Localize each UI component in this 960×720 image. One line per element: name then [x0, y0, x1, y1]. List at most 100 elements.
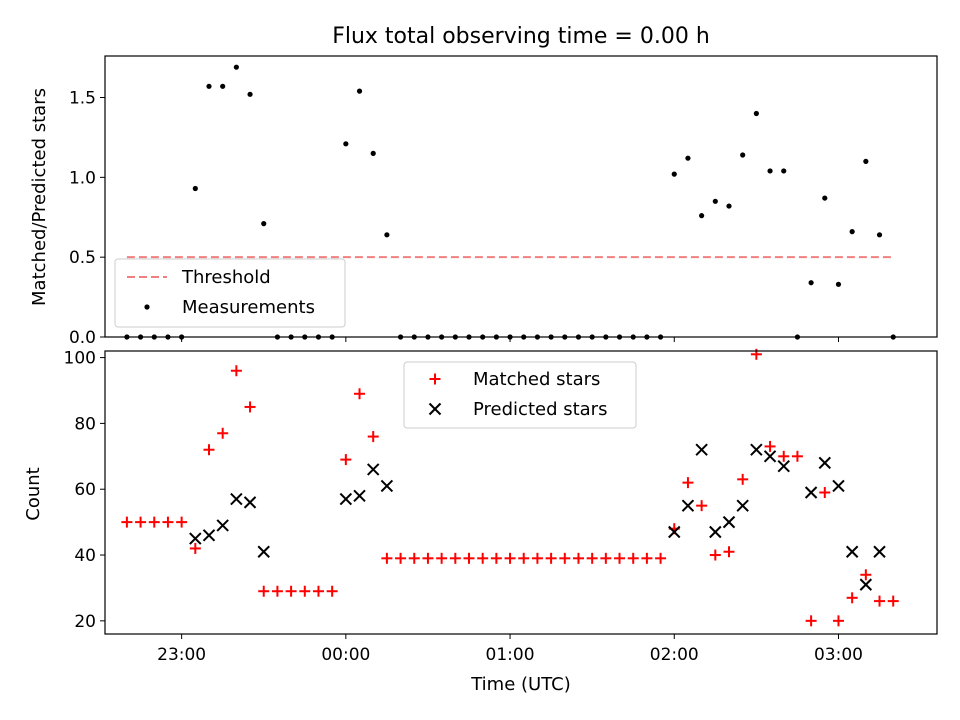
matched-star-point [860, 569, 872, 581]
matched-star-point [572, 552, 584, 564]
matched-star-point [135, 516, 147, 528]
matched-star-point [203, 444, 215, 456]
predicted-star-point [873, 545, 886, 558]
matched-star-point [312, 585, 324, 597]
matched-star-point [559, 552, 571, 564]
matched-star-point [422, 552, 434, 564]
matched-star-point [148, 516, 160, 528]
legend-matched-marker [429, 373, 441, 385]
matched-star-point [723, 546, 735, 558]
matched-star-point [614, 552, 626, 564]
matched-star-point [545, 552, 557, 564]
top-panel: Flux total observing time = 0.00 h Match… [29, 24, 938, 348]
predicted-star-point [257, 545, 270, 558]
bottom-axes-frame [104, 350, 938, 635]
bottom-ytick-label: 40 [74, 546, 96, 566]
measurement-point [233, 64, 239, 70]
measurement-point [343, 141, 349, 147]
measurement-point [261, 221, 267, 227]
measurement-point [685, 155, 691, 161]
top-ytick-label: 0.0 [69, 328, 96, 348]
top-y-axis-label: Matched/Predicted stars [29, 88, 50, 306]
bottom-x-axis: 23:00 00:00 01:00 02:00 03:00 [157, 634, 863, 665]
measurement-point [863, 158, 869, 164]
matched-star-point [271, 585, 283, 597]
predicted-star-point [339, 492, 353, 506]
predicted-star-point [681, 499, 695, 512]
predicted-star-point [216, 519, 229, 532]
top-axes-frame [104, 55, 938, 338]
predicted-star-point [736, 499, 749, 512]
bottom-xtick-label: 02:00 [650, 645, 699, 665]
top-y-axis: 0.0 0.5 1.0 1.5 [69, 89, 105, 348]
measurement-point [671, 171, 677, 177]
matched-star-point [463, 552, 475, 564]
predicted-star-point [804, 486, 818, 499]
matched-star-point [326, 585, 338, 597]
predicted-star-point [367, 463, 380, 476]
predicted-star-point [832, 479, 845, 493]
matched-star-point [408, 552, 420, 564]
measurement-point [753, 110, 759, 117]
matched-star-point [367, 431, 379, 443]
matched-star-point [449, 552, 461, 564]
measurement-point [876, 232, 883, 238]
matched-star-point [709, 549, 721, 561]
matched-star-point [832, 615, 844, 627]
matched-star-point [682, 477, 694, 489]
matched-star-point [244, 401, 256, 413]
measurement-point [767, 168, 773, 174]
matched-star-point [395, 552, 407, 564]
measurement-point [247, 91, 253, 97]
predicted-star-point [380, 479, 394, 493]
measurement-point [384, 232, 390, 238]
matched-star-point [805, 615, 817, 627]
predicted-star-point [763, 450, 777, 463]
matched-star-point [162, 516, 174, 528]
matched-star-point [490, 552, 502, 564]
matched-star-point [121, 516, 133, 528]
bottom-xtick-label: 01:00 [486, 645, 535, 665]
matched-star-point [791, 450, 803, 462]
bottom-ytick-label: 60 [74, 480, 96, 500]
legend-threshold-label: Threshold [181, 267, 271, 288]
matched-star-point [531, 552, 543, 564]
matched-star-point [381, 552, 393, 564]
predicted-star-point [202, 529, 216, 542]
legend-measurements-marker [144, 304, 150, 310]
legend-matched-glyph [429, 373, 441, 385]
legend-matched-label: Matched stars [473, 369, 600, 390]
top-legend-box [114, 258, 346, 328]
bottom-legend: Matched stars Predicted stars [403, 361, 637, 429]
top-ytick-label: 1.0 [69, 168, 96, 188]
bottom-y-axis: 20 40 60 80 100 [64, 349, 105, 632]
bottom-legend-box [403, 361, 637, 429]
legend-predicted-label: Predicted stars [473, 399, 607, 420]
bottom-ytick-label: 100 [64, 349, 96, 369]
bottom-y-axis-label: Count [23, 467, 44, 520]
measurement-point [220, 83, 226, 89]
matched-star-point [874, 595, 886, 607]
matched-star-point [655, 552, 667, 564]
predicted-star-point [722, 515, 736, 529]
predicted-star-point [777, 459, 790, 473]
matched-star-point [764, 440, 776, 452]
measurement-point [781, 168, 787, 174]
matched-star-point [846, 592, 858, 604]
matched-star-point [819, 487, 831, 498]
legend-predicted-marker [428, 402, 442, 416]
matched-star-point [176, 516, 188, 528]
matched-star-point [285, 585, 297, 597]
matched-star-point [696, 500, 708, 512]
measurement-point [822, 195, 828, 201]
measurement-point [356, 88, 363, 94]
legend-predicted-glyph [428, 402, 442, 416]
measurement-point [192, 185, 198, 192]
matched-star-point [477, 552, 489, 564]
matched-star-point [189, 542, 201, 554]
matched-star-point [737, 473, 749, 485]
matched-star-point [436, 552, 448, 564]
bottom-ytick-label: 20 [74, 612, 96, 632]
matched-star-point [641, 552, 653, 564]
